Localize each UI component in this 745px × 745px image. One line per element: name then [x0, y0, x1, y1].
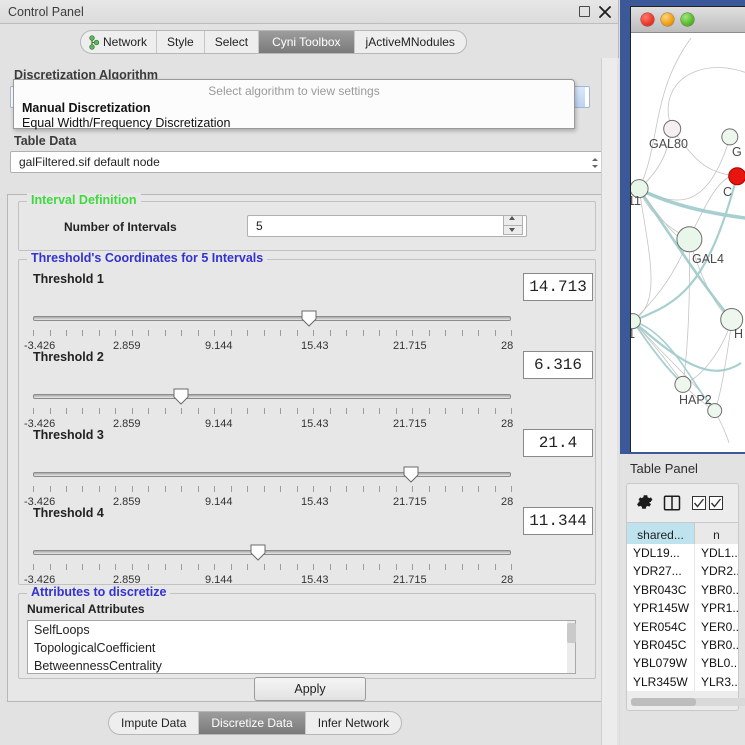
- svg-text:C: C: [723, 185, 732, 199]
- svg-text:GAL80: GAL80: [649, 137, 688, 151]
- svg-text:HAP2: HAP2: [679, 393, 712, 407]
- svg-text:GAL11: GAL11: [631, 194, 641, 208]
- svg-text:H: H: [734, 327, 743, 341]
- svg-text:GCY1: GCY1: [631, 327, 635, 341]
- svg-text:G: G: [732, 145, 742, 159]
- svg-text:GAL4: GAL4: [692, 252, 724, 266]
